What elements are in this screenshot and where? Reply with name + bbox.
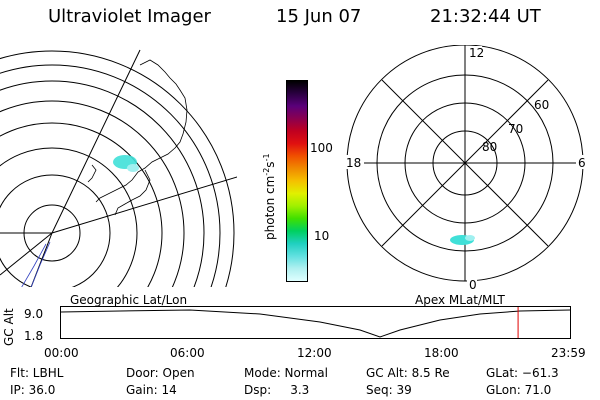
time-label: 21:32:44 UT <box>430 6 541 27</box>
colorbar-tick-10: 10 <box>314 229 330 243</box>
info-dsp: Dsp: 3.3 <box>244 383 310 397</box>
lat-label-70: 70 <box>508 122 523 136</box>
timeline-ytick-9: 9.0 <box>24 307 44 321</box>
left-panel-caption: Geographic Lat/Lon <box>70 293 188 307</box>
info-gain: Gain: 14 <box>126 383 177 397</box>
lat-circle <box>0 122 163 287</box>
pole-marker <box>21 241 51 287</box>
meridian-line <box>51 49 141 234</box>
lat-label-60: 60 <box>534 98 549 112</box>
meridian-line <box>51 176 237 234</box>
colorbar <box>286 80 308 282</box>
timeline-ytick-1-8: 1.8 <box>24 329 44 343</box>
lat-circle <box>0 174 111 287</box>
lat-label-80: 80 <box>482 140 497 154</box>
mlt-label-18: 18 <box>346 156 361 170</box>
mlt-diagonal <box>381 79 549 247</box>
meridian-line <box>0 232 53 276</box>
coastline <box>87 59 188 216</box>
aurora-patch <box>127 164 139 172</box>
lat-circle <box>0 100 185 287</box>
aurora-patch <box>465 235 475 241</box>
info-ip: IP: 36.0 <box>10 383 56 397</box>
timeline-axis-label: GC Alt <box>2 308 16 346</box>
timeline-xtick-1800: 18:00 <box>424 346 459 360</box>
lat-circle <box>0 147 138 287</box>
timeline-xtick-2359: 23:59 <box>551 346 586 360</box>
timeline-xtick-1200: 12:00 <box>297 346 332 360</box>
lat-circle <box>0 64 221 287</box>
mlt-label-6: 6 <box>578 156 586 170</box>
info-gc-alt: GC Alt: 8.5 Re <box>366 366 450 380</box>
timeline-curve <box>60 309 571 338</box>
date-label: 15 Jun 07 <box>276 6 362 27</box>
info-glat: GLat: −61.3 <box>486 366 559 380</box>
info-seq: Seq: 39 <box>366 383 412 397</box>
mlt-label-0: 0 <box>469 278 477 292</box>
timeline-xtick-0600: 06:00 <box>170 346 205 360</box>
timeline-xtick-0000: 00:00 <box>44 346 79 360</box>
info-flt: Flt: LBHL <box>10 366 64 380</box>
mlt-label-12: 12 <box>469 46 484 60</box>
geographic-map <box>0 49 237 287</box>
right-panel-caption: Apex MLat/MLT <box>415 293 505 307</box>
lat-circle <box>0 80 205 287</box>
app-title: Ultraviolet Imager <box>48 6 211 27</box>
timeline-frame <box>60 306 571 339</box>
info-glon: GLon: 71.0 <box>486 383 552 397</box>
colorbar-tick-100: 100 <box>310 141 333 155</box>
timeline-plot <box>60 306 571 339</box>
info-door: Door: Open <box>126 366 195 380</box>
lat-circle <box>0 50 235 287</box>
mlt-polar-plot: 12 18 6 0 60 70 80 <box>344 45 588 292</box>
info-mode: Mode: Normal <box>244 366 328 380</box>
colorbar-unit-label: photon cm-2s-1 <box>262 153 277 240</box>
